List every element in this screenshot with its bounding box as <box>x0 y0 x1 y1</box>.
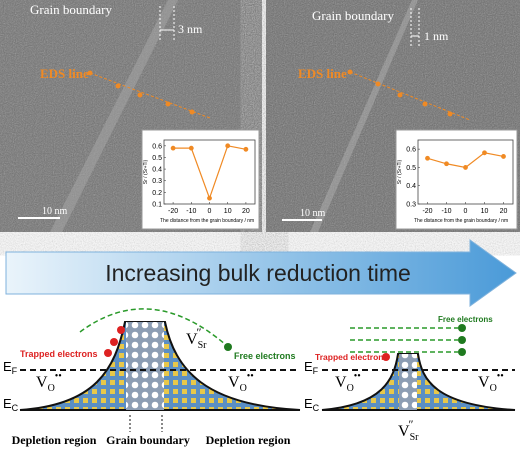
region-label: Depletion region <box>206 433 291 447</box>
trapped-label: Trapped electrons <box>315 352 388 362</box>
data-point <box>243 146 249 152</box>
width-label: 1 nm <box>424 29 449 43</box>
y-tick-label: 0.4 <box>152 167 162 174</box>
eds-label: EDS line <box>40 66 89 81</box>
y-tick-label: 0.2 <box>152 190 162 197</box>
y-tick-label: 0.1 <box>152 202 162 209</box>
arrow <box>5 239 517 307</box>
data-point <box>501 154 506 159</box>
x-tick-label: 0 <box>464 208 468 215</box>
ef-label: EF <box>304 359 319 376</box>
y-tick-label: 0.3 <box>406 202 416 209</box>
tem-right: Grain boundary 1 nm EDS line 10 nm <box>266 0 520 232</box>
x-axis-label: The distance from the grain boundary / n… <box>414 218 508 224</box>
y-tick-label: 0.6 <box>152 143 162 150</box>
y-tick-label: 0.5 <box>406 165 416 172</box>
width-label: 3 nm <box>178 22 203 36</box>
x-tick-label: -10 <box>441 208 451 215</box>
x-tick-label: -20 <box>168 208 178 215</box>
ec-label: EC <box>3 396 19 413</box>
inset-bg <box>141 129 260 230</box>
band-right: Trapped electrons Free electrons VO•• VO… <box>304 315 516 443</box>
ec-label: EC <box>304 396 320 413</box>
free-label: Free electrons <box>234 351 296 361</box>
vo-label: VO•• <box>478 371 504 394</box>
y-axis-label: Sr / (Sr+Ti) <box>397 159 403 184</box>
band-left: Trapped electrons Free electrons VSr″ VO… <box>3 308 301 447</box>
ef-label: EF <box>3 359 18 376</box>
x-tick-label: -20 <box>422 208 432 215</box>
data-point <box>170 145 176 151</box>
y-tick-label: 0.4 <box>406 183 416 190</box>
vo-label: VO•• <box>228 371 254 394</box>
arrow-label: Increasing bulk reduction time <box>105 260 411 286</box>
tem-left: Grain boundary 3 nm EDS line 10 nm <box>0 0 262 232</box>
data-point <box>188 145 194 151</box>
vo-label: VO•• <box>36 371 62 394</box>
inset: 0.1 0.2 0.3 0.4 0.5 0.6 -20 -10 0 10 20 The distanc… <box>141 129 260 230</box>
x-tick-label: 20 <box>500 208 508 215</box>
x-tick-label: 10 <box>481 208 489 215</box>
y-tick-label: 0.6 <box>406 147 416 154</box>
free-label: Free electrons <box>438 315 493 324</box>
inset-bg <box>395 129 518 230</box>
data-point <box>425 155 430 161</box>
trapped-label: Trapped electrons <box>20 349 98 359</box>
y-tick-label: 0.3 <box>152 178 162 185</box>
inset: 0.3 0.4 0.5 0.6 -20 -10 0 10 20 The distance from… <box>395 129 518 230</box>
data-point <box>225 143 231 149</box>
region-label: Grain boundary <box>106 433 190 447</box>
x-tick-label: 0 <box>208 208 212 215</box>
x-tick-label: 10 <box>224 208 232 215</box>
y-axis-label: Sr / (Sr+Ti) <box>143 159 149 184</box>
eds-label: EDS line <box>298 66 347 81</box>
data-point <box>463 165 468 170</box>
data-point <box>444 161 449 167</box>
data-point <box>482 150 487 156</box>
gb-label: Grain boundary <box>312 8 394 23</box>
vo-label: VO•• <box>335 371 361 394</box>
vsr-label: VSr″ <box>186 325 207 351</box>
x-tick-label: -10 <box>186 208 196 215</box>
x-tick-label: 20 <box>242 208 250 215</box>
scale-label: 10 nm <box>42 206 68 217</box>
data-point <box>207 195 212 201</box>
y-tick-label: 0.5 <box>152 155 162 162</box>
scale-label: 10 nm <box>300 208 326 219</box>
gb-label: Grain boundary <box>30 2 112 17</box>
x-axis-label: The distance from the grain boundary / n… <box>160 218 254 224</box>
vsr-label: VSr″ <box>398 417 419 443</box>
region-label: Depletion region <box>12 433 97 447</box>
